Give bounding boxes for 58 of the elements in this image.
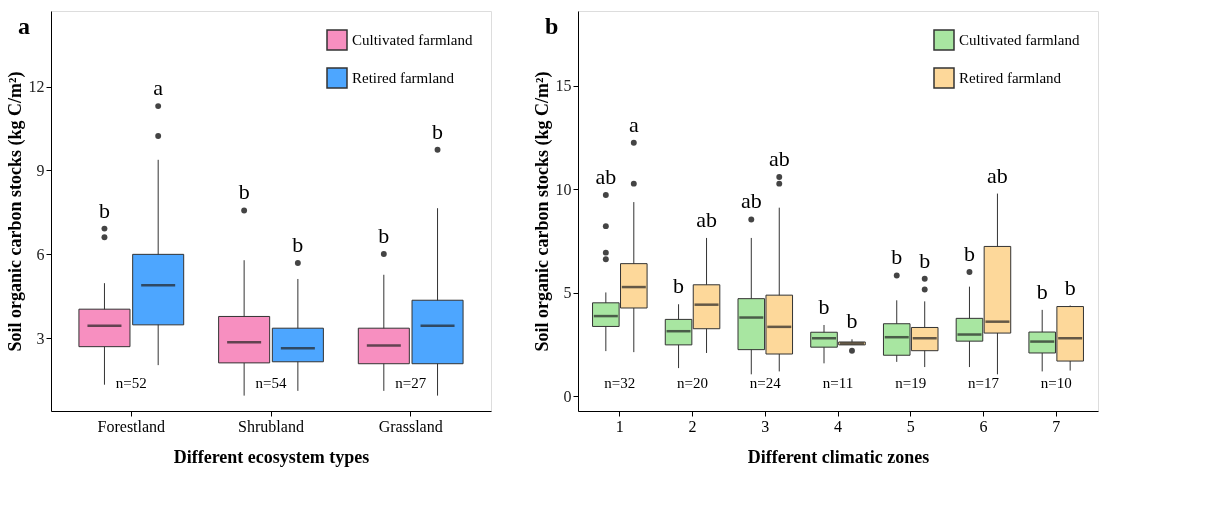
annotation: b	[292, 232, 304, 258]
y-tick-label: 6	[36, 245, 45, 263]
annotation: n=27	[395, 375, 427, 391]
annotation: n=54	[255, 375, 287, 391]
y-tick-label: 10	[555, 180, 572, 198]
annotation: b	[1036, 278, 1048, 304]
annotation: b	[378, 223, 390, 249]
x-tick-label: 4	[834, 417, 842, 435]
annotation: n=10	[1040, 375, 1072, 391]
annotation: b	[963, 240, 975, 266]
x-axis-title: Different ecosystem types	[173, 446, 370, 467]
chart-title: a	[18, 13, 30, 39]
y-tick-label: 9	[36, 161, 45, 179]
annotation: ab	[595, 164, 617, 190]
annotation: b	[98, 197, 110, 223]
y-axis-title: Soil organic carbon stocks (kg C/m²)	[4, 71, 26, 352]
annotation: n=24	[749, 375, 782, 391]
annotation: b	[846, 308, 858, 334]
annotation: n=52	[115, 375, 147, 391]
x-tick-label: 5	[906, 417, 915, 435]
annotation: b	[432, 118, 444, 144]
x-tick-label: 6	[979, 417, 988, 435]
x-tick-label: 2	[688, 417, 697, 435]
legend-label: Retired farmland	[352, 70, 455, 86]
annotation: n=19	[895, 375, 927, 391]
y-axis-title: Soil organic carbon stocks (kg C/m²)	[531, 71, 553, 352]
annotation: b	[1064, 274, 1076, 300]
y-tick-label: 0	[563, 387, 572, 405]
x-tick-label: 1	[615, 417, 624, 435]
x-tick-label: Forestland	[97, 417, 166, 435]
annotation: a	[628, 111, 639, 137]
y-tick-label: 3	[36, 329, 45, 347]
annotation: b	[919, 247, 931, 273]
x-tick-label: 3	[761, 417, 770, 435]
annotation: ab	[987, 162, 1008, 188]
x-tick-label: Grassland	[378, 417, 443, 435]
annotation: n=17	[967, 375, 1000, 391]
x-tick-label: 7	[1052, 417, 1061, 435]
legend-label: Cultivated farmland	[959, 32, 1080, 48]
y-tick-label: 15	[555, 77, 572, 95]
x-axis-title: Different climatic zones	[747, 446, 930, 467]
legend-label: Cultivated farmland	[352, 32, 473, 48]
annotation: b	[673, 273, 685, 299]
annotation: b	[238, 179, 250, 205]
annotation: n=11	[822, 375, 854, 391]
chart-title: b	[545, 13, 559, 39]
y-tick-label: 12	[28, 78, 45, 96]
annotation: b	[891, 244, 903, 270]
annotation: n=20	[677, 375, 709, 391]
annotation: n=32	[604, 375, 636, 391]
y-tick-label: 5	[563, 284, 572, 302]
annotation: ab	[740, 188, 762, 214]
annotation: b	[818, 293, 830, 319]
annotation: ab	[696, 206, 717, 232]
x-tick-label: Shrubland	[238, 417, 304, 435]
annotation: a	[153, 75, 164, 101]
annotation: ab	[768, 146, 790, 172]
legend-label: Retired farmland	[959, 70, 1062, 86]
